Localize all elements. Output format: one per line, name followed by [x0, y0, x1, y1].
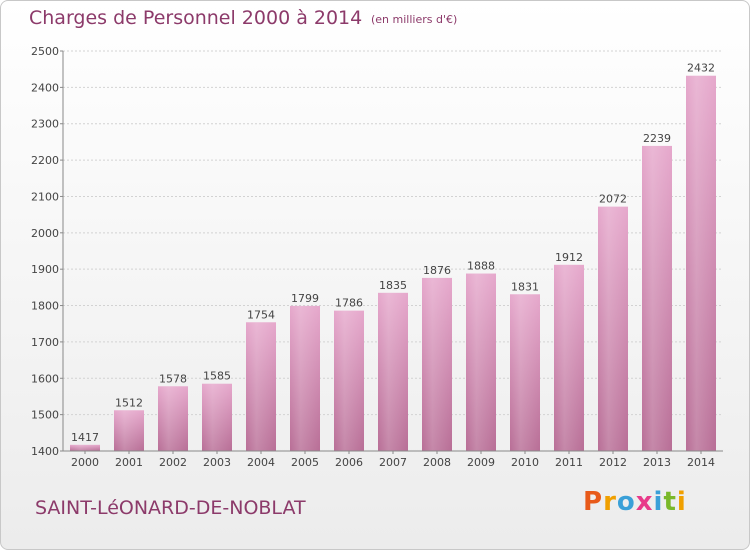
- value-label-2001: 1512: [115, 396, 143, 409]
- x-tick-label-2011: 2011: [555, 456, 583, 469]
- bar-sheen-2012: [598, 206, 628, 451]
- logo-letter: P: [583, 487, 604, 517]
- value-label-2008: 1876: [423, 264, 451, 277]
- bar-sheen-2006: [334, 310, 364, 451]
- x-tick-label-2008: 2008: [423, 456, 451, 469]
- y-tick-label: 2000: [31, 227, 59, 240]
- x-tick-label-2003: 2003: [203, 456, 231, 469]
- bar-sheen-2000: [70, 444, 100, 451]
- logo-letter: x: [635, 487, 654, 517]
- y-tick-label: 2200: [31, 154, 59, 167]
- logo-letter: o: [616, 487, 636, 517]
- chart-title: Charges de Personnel 2000 à 2014: [29, 7, 363, 29]
- x-tick-label-2000: 2000: [71, 456, 99, 469]
- value-label-2011: 1912: [555, 251, 583, 264]
- bar-sheen-2007: [378, 292, 408, 451]
- bar-sheen-2008: [422, 277, 452, 451]
- bar-sheen-2005: [290, 305, 320, 451]
- value-label-2007: 1835: [379, 279, 407, 292]
- value-label-2002: 1578: [159, 372, 187, 385]
- x-tick-label-2004: 2004: [247, 456, 275, 469]
- x-tick-label-2005: 2005: [291, 456, 319, 469]
- bar-sheen-2001: [114, 410, 144, 451]
- y-tick-label: 1800: [31, 300, 59, 313]
- logo-letter: i: [653, 487, 664, 517]
- value-label-2009: 1888: [467, 260, 495, 273]
- bar-sheen-2003: [202, 383, 232, 451]
- x-tick-label-2007: 2007: [379, 456, 407, 469]
- x-tick-label-2002: 2002: [159, 456, 187, 469]
- y-tick-label: 1600: [31, 372, 59, 385]
- bar-sheen-2014: [686, 75, 716, 452]
- y-tick-label: 1500: [31, 409, 59, 422]
- logo-letter: t: [663, 487, 677, 517]
- value-label-2000: 1417: [71, 431, 99, 444]
- logo-letter: r: [603, 487, 617, 517]
- city-name: SAINT-LéONARD-DE-NOBLAT: [35, 497, 306, 519]
- value-label-2005: 1799: [291, 292, 319, 305]
- bar-sheen-2009: [466, 273, 496, 451]
- y-tick-label: 2500: [31, 45, 59, 58]
- value-label-2010: 1831: [511, 280, 539, 293]
- proxiti-logo: Proxiti: [583, 487, 687, 517]
- x-tick-label-2012: 2012: [599, 456, 627, 469]
- value-label-2004: 1754: [247, 308, 275, 321]
- logo-letter: i: [676, 487, 687, 517]
- x-tick-label-2010: 2010: [511, 456, 539, 469]
- y-tick-label: 1400: [31, 445, 59, 458]
- x-tick-label-2009: 2009: [467, 456, 495, 469]
- y-tick-label: 1700: [31, 336, 59, 349]
- y-tick-label: 2400: [31, 81, 59, 94]
- value-label-2012: 2072: [599, 193, 627, 206]
- value-label-2013: 2239: [643, 132, 671, 145]
- bar-sheen-2002: [158, 386, 188, 451]
- value-label-2006: 1786: [335, 297, 363, 310]
- y-tick-label: 1900: [31, 263, 59, 276]
- bar-sheen-2011: [554, 264, 584, 451]
- x-tick-label-2013: 2013: [643, 456, 671, 469]
- chart-subtitle: (en milliers d'€): [371, 13, 458, 26]
- x-tick-label-2001: 2001: [115, 456, 143, 469]
- value-label-2003: 1585: [203, 370, 231, 383]
- bar-sheen-2013: [642, 145, 672, 451]
- bar-sheen-2004: [246, 322, 276, 451]
- value-label-2014: 2432: [687, 62, 715, 75]
- x-tick-label-2006: 2006: [335, 456, 363, 469]
- bar-sheen-2010: [510, 294, 540, 451]
- x-tick-label-2014: 2014: [687, 456, 715, 469]
- y-tick-label: 2300: [31, 118, 59, 131]
- y-tick-label: 2100: [31, 190, 59, 203]
